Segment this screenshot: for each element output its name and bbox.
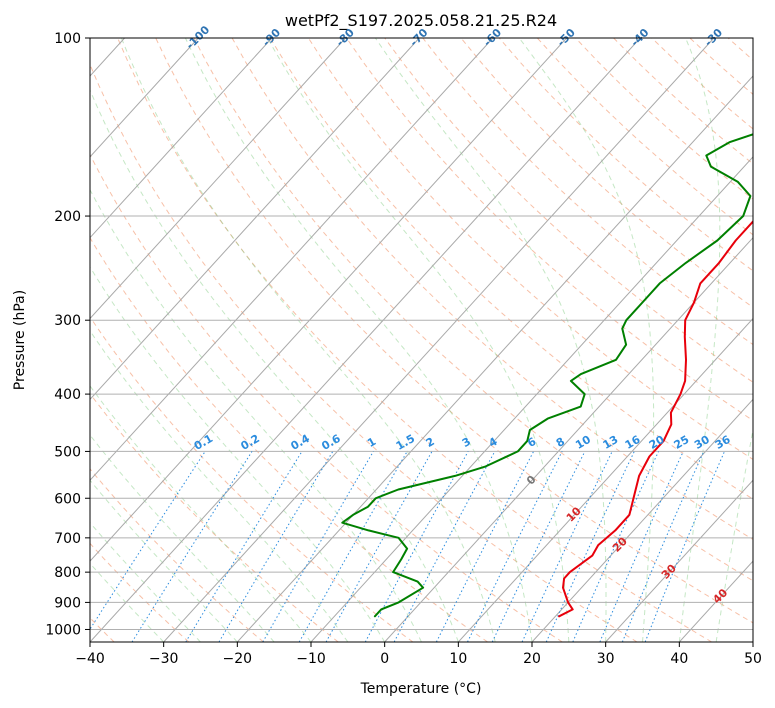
pressure-grid-lines: [90, 38, 753, 630]
x-tick-label: 20: [523, 651, 541, 667]
y-tick-label: 100: [54, 31, 81, 47]
isotherm-line: [90, 38, 567, 562]
x-tick-label: −20: [223, 651, 253, 667]
dry-adiabat: [193, 38, 753, 582]
x-tick-label: −30: [149, 651, 179, 667]
dry-adiabat: [90, 236, 488, 642]
moist-adiabat: [267, 38, 570, 642]
y-tick-label: 400: [54, 387, 81, 403]
y-tick-label: 700: [54, 531, 81, 547]
temperature-profile: [558, 220, 753, 618]
isotherm-line: [90, 38, 199, 158]
dry-adiabat: [155, 38, 753, 624]
isotherm-line: [90, 38, 494, 482]
x-tick-label: 50: [744, 651, 762, 667]
isotherm-line: [163, 38, 715, 642]
moist-adiabat: [90, 562, 165, 642]
dry-adiabat: [90, 468, 264, 642]
y-tick-label: 500: [54, 444, 81, 460]
isotherm-line: [90, 38, 273, 239]
mixing-ratio-line: [467, 451, 563, 642]
x-tick-label: −40: [75, 651, 105, 667]
skewed-isotherm-lines: [90, 38, 753, 642]
isotherm-line: [310, 156, 753, 642]
dry-adiabat: [346, 38, 753, 422]
y-tick-label: 300: [54, 313, 81, 329]
dry-adiabat: [269, 38, 753, 500]
plot-frame: [89, 37, 754, 643]
isotherm-line: [457, 317, 753, 642]
isotherm-line: [384, 236, 753, 642]
isotherm-line: [605, 479, 753, 642]
chart-title: wetPf2_S197.2025.058.21.25.R24: [285, 11, 557, 31]
x-tick-label: 0: [380, 651, 389, 667]
moist-adiabat: [90, 434, 275, 642]
moist-adiabat: [90, 479, 238, 642]
isotherm-line: [90, 38, 346, 320]
isotherm-line: [236, 75, 753, 642]
isotherm-line: [90, 38, 641, 642]
x-axis-ticks: −40 −30 −20 −10 0 10 20 30 40 50: [75, 642, 762, 667]
y-tick-label: 800: [54, 565, 81, 581]
sounding-profiles: [341, 133, 753, 618]
y-tick-label: 600: [54, 491, 81, 507]
mixing-ratio-line: [185, 451, 303, 642]
y-axis-ticks: 100 200 300 400 500 600 700 800 900 1000: [45, 31, 90, 638]
mixing-ratio-line: [644, 451, 725, 642]
y-tick-label: 900: [54, 595, 81, 611]
moist-adiabat: [374, 38, 607, 642]
moist-adiabat: [715, 427, 753, 642]
moist-adiabat: [518, 38, 655, 642]
isotherm-line: [531, 398, 753, 642]
moist-adiabat: [90, 266, 386, 642]
moist-adiabat: [678, 38, 721, 642]
y-axis-label: Pressure (hPa): [12, 290, 28, 390]
isotherm-line: [752, 641, 753, 642]
x-tick-label: −10: [296, 651, 326, 667]
mixing-ratio-line: [435, 451, 535, 642]
y-tick-label: 200: [54, 209, 81, 225]
isotherm-line: [90, 38, 420, 401]
x-tick-label: 40: [670, 651, 688, 667]
moist-adiabat: [90, 521, 201, 642]
dry-adiabat: [90, 153, 563, 642]
moist-adiabat: [90, 88, 459, 642]
mixing-ratio-line: [364, 451, 469, 642]
mixing-ratio-line: [599, 451, 684, 642]
mixing-ratio-line: [621, 451, 705, 642]
dry-adiabat: [460, 38, 753, 309]
y-tick-label: 1000: [45, 622, 81, 638]
x-tick-label: 10: [449, 651, 467, 667]
x-tick-label: 30: [597, 651, 615, 667]
moist-adiabat: [90, 188, 422, 642]
mixing-ratio-lines: [90, 451, 725, 642]
mixing-ratio-line: [298, 451, 408, 642]
mixing-ratio-line: [90, 451, 206, 631]
dewpoint-profile: [341, 133, 753, 618]
x-axis-label: Temperature (°C): [360, 681, 482, 697]
mixing-ratio-line: [572, 451, 660, 642]
mixing-ratio-line: [325, 451, 433, 642]
dry-adiabat: [766, 38, 775, 642]
